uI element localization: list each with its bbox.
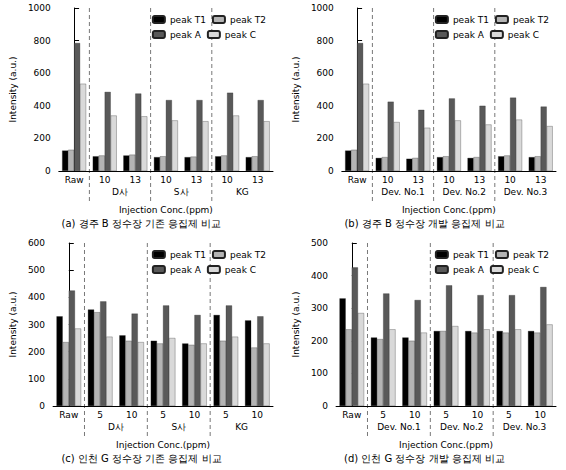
svg-text:Dev. No.2: Dev. No.2 <box>442 187 485 197</box>
svg-text:10: 10 <box>221 175 233 185</box>
svg-text:13: 13 <box>474 175 485 185</box>
svg-text:peak T1: peak T1 <box>170 250 206 260</box>
svg-text:5: 5 <box>97 410 103 420</box>
svg-text:0: 0 <box>45 166 51 176</box>
svg-text:peak C: peak C <box>508 265 539 275</box>
svg-text:400: 400 <box>317 101 334 111</box>
svg-text:5: 5 <box>223 410 229 420</box>
svg-text:(b) 경주 B 정수장 개발 응집제 비교: (b) 경주 B 정수장 개발 응집제 비교 <box>344 218 504 229</box>
svg-text:13: 13 <box>191 175 202 185</box>
svg-text:Intensity (a.u.): Intensity (a.u.) <box>291 292 301 358</box>
svg-text:Dev. No.2: Dev. No.2 <box>440 422 483 432</box>
svg-text:Raw: Raw <box>342 410 361 420</box>
svg-text:200: 200 <box>34 133 51 143</box>
svg-text:10: 10 <box>252 410 264 420</box>
svg-text:0: 0 <box>39 401 45 411</box>
svg-text:peak T2: peak T2 <box>513 250 549 260</box>
svg-text:peak C: peak C <box>225 30 256 40</box>
svg-text:800: 800 <box>317 36 334 46</box>
svg-text:Dev. No.3: Dev. No.3 <box>503 422 546 432</box>
svg-text:200: 200 <box>28 347 45 357</box>
svg-text:5: 5 <box>380 410 386 420</box>
svg-text:peak T1: peak T1 <box>170 15 206 25</box>
svg-text:200: 200 <box>317 133 334 143</box>
svg-text:peak A: peak A <box>453 265 485 275</box>
svg-text:Intensity (a.u.): Intensity (a.u.) <box>8 57 18 123</box>
svg-text:Intensity (a.u.): Intensity (a.u.) <box>8 292 18 358</box>
svg-text:peak C: peak C <box>225 265 256 275</box>
svg-text:100: 100 <box>28 374 45 384</box>
svg-text:peak T1: peak T1 <box>453 15 489 25</box>
svg-text:D사: D사 <box>108 422 124 432</box>
svg-text:10: 10 <box>409 410 421 420</box>
svg-text:KG: KG <box>235 422 248 432</box>
svg-text:10: 10 <box>160 175 172 185</box>
svg-text:peak A: peak A <box>170 265 202 275</box>
svg-text:Raw: Raw <box>59 410 78 420</box>
svg-text:Injection Conc.(ppm): Injection Conc.(ppm) <box>399 440 493 450</box>
svg-text:peak C: peak C <box>508 30 539 40</box>
svg-text:10: 10 <box>382 175 394 185</box>
svg-text:1000: 1000 <box>311 3 334 13</box>
svg-text:peak A: peak A <box>170 30 202 40</box>
svg-text:13: 13 <box>252 175 263 185</box>
svg-text:Dev. No.3: Dev. No.3 <box>504 187 547 197</box>
svg-text:Intensity (a.u.): Intensity (a.u.) <box>291 57 301 123</box>
svg-text:(d) 인천 G 정수장 개발 응집제 비교: (d) 인천 G 정수장 개발 응집제 비교 <box>344 453 505 464</box>
svg-text:300: 300 <box>28 320 45 330</box>
svg-text:10: 10 <box>535 410 547 420</box>
svg-text:Raw: Raw <box>348 175 367 185</box>
svg-text:13: 13 <box>535 175 546 185</box>
svg-text:10: 10 <box>472 410 484 420</box>
svg-text:200: 200 <box>311 336 328 346</box>
svg-text:400: 400 <box>28 292 45 302</box>
svg-text:300: 300 <box>311 303 328 313</box>
svg-text:10: 10 <box>99 175 111 185</box>
svg-text:Injection Conc.(ppm): Injection Conc.(ppm) <box>116 440 210 450</box>
svg-text:600: 600 <box>317 68 334 78</box>
svg-text:S사: S사 <box>171 422 186 432</box>
svg-text:0: 0 <box>322 401 328 411</box>
svg-text:600: 600 <box>28 238 45 248</box>
svg-text:peak T2: peak T2 <box>230 15 266 25</box>
svg-text:5: 5 <box>443 410 449 420</box>
svg-text:S사: S사 <box>174 187 189 197</box>
svg-text:10: 10 <box>504 175 516 185</box>
svg-text:400: 400 <box>311 271 328 281</box>
svg-text:Dev. No.1: Dev. No.1 <box>381 187 424 197</box>
svg-text:peak A: peak A <box>453 30 485 40</box>
svg-text:10: 10 <box>443 175 455 185</box>
svg-text:Dev. No.1: Dev. No.1 <box>377 422 420 432</box>
svg-text:Injection Conc.(ppm): Injection Conc.(ppm) <box>119 205 213 215</box>
svg-text:10: 10 <box>189 410 201 420</box>
svg-text:600: 600 <box>34 68 51 78</box>
svg-text:peak T2: peak T2 <box>513 15 549 25</box>
svg-text:400: 400 <box>34 101 51 111</box>
svg-text:peak T2: peak T2 <box>230 250 266 260</box>
svg-text:500: 500 <box>28 265 45 275</box>
svg-text:10: 10 <box>126 410 138 420</box>
svg-text:KG: KG <box>236 187 249 197</box>
svg-text:100: 100 <box>311 368 328 378</box>
svg-text:peak T1: peak T1 <box>453 250 489 260</box>
svg-text:(c) 인천 G 정수장 기존 응집제 비교: (c) 인천 G 정수장 기존 응집제 비교 <box>61 453 221 464</box>
svg-text:1000: 1000 <box>28 3 51 13</box>
svg-text:0: 0 <box>328 166 334 176</box>
svg-text:13: 13 <box>130 175 141 185</box>
svg-text:Injection Conc.(ppm): Injection Conc.(ppm) <box>402 205 496 215</box>
svg-text:(a) 경주 B 정수장 기존 응집제 비교: (a) 경주 B 정수장 기존 응집제 비교 <box>62 218 222 229</box>
svg-text:5: 5 <box>160 410 166 420</box>
svg-text:Raw: Raw <box>65 175 84 185</box>
svg-text:500: 500 <box>311 238 328 248</box>
svg-text:D사: D사 <box>112 187 128 197</box>
svg-text:5: 5 <box>506 410 512 420</box>
svg-text:13: 13 <box>413 175 424 185</box>
svg-text:800: 800 <box>34 36 51 46</box>
